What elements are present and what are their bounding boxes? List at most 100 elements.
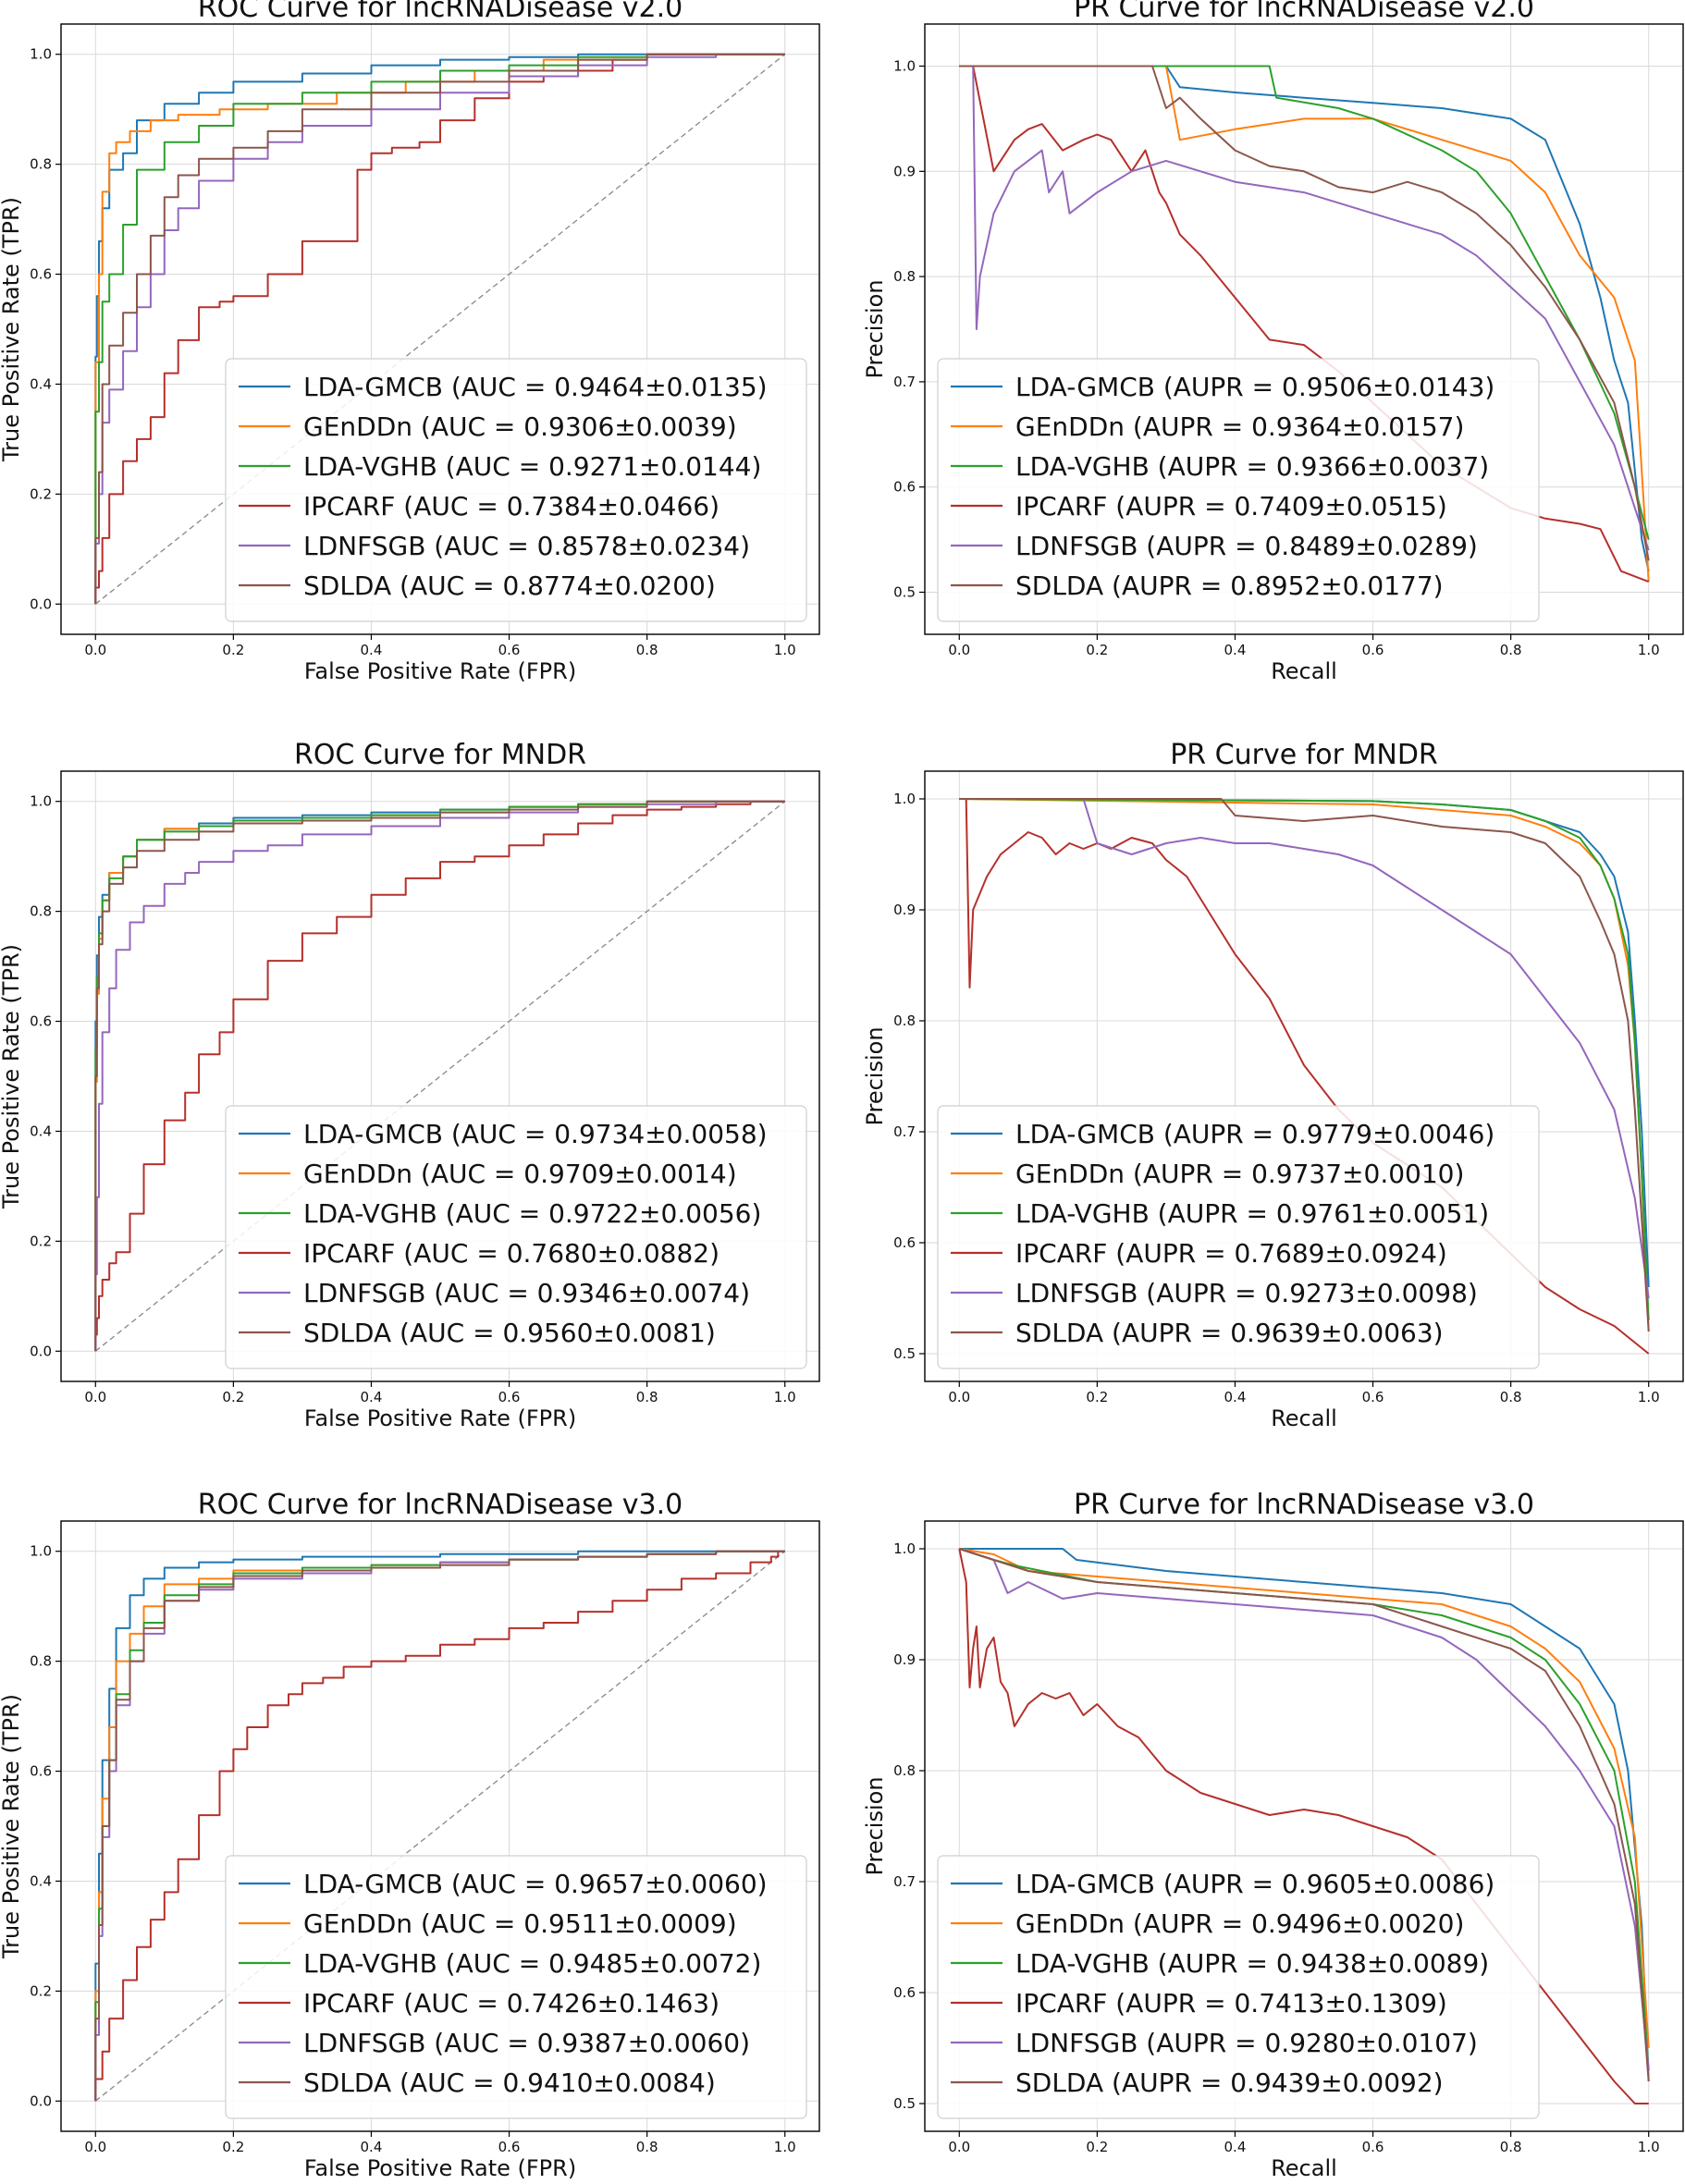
y-tick-label: 0.6	[30, 266, 52, 283]
x-tick-label: 1.0	[1638, 642, 1660, 658]
legend-box	[225, 1105, 807, 1369]
legend-label: LDA-VGHB (AUC = 0.9485±0.0072)	[303, 1948, 761, 1979]
legend-label: IPCARF (AUPR = 0.7409±0.0515)	[1015, 491, 1447, 521]
series-line-sdlda	[94, 53, 785, 605]
legend-box	[937, 1855, 1540, 2119]
x-tick-label: 1.0	[1638, 2139, 1660, 2155]
legend-label: LDA-GMCB (AUC = 0.9657±0.0060)	[303, 1869, 768, 1899]
x-tick-label: 0.0	[84, 2139, 106, 2155]
x-tick-label: 0.2	[1086, 2139, 1108, 2155]
y-axis-label: True Positive Rate (TPR)	[0, 197, 24, 462]
random-baseline	[94, 1551, 786, 2102]
x-tick-label: 0.0	[948, 642, 970, 658]
y-tick-label: 0.6	[893, 1234, 916, 1251]
y-tick-label: 0.9	[893, 1651, 916, 1668]
y-tick-label: 0.2	[30, 1233, 52, 1249]
y-tick-label: 0.2	[30, 1982, 52, 1999]
legend-label: GEnDDn (AUC = 0.9306±0.0039)	[303, 411, 737, 442]
legend-label: SDLDA (AUPR = 0.9439±0.0092)	[1015, 2067, 1444, 2098]
x-tick-label: 0.4	[361, 1389, 383, 1405]
y-axis-label: Precision	[862, 1026, 888, 1125]
plot-frame	[924, 23, 1684, 635]
x-tick-label: 0.8	[1500, 642, 1522, 658]
series-line-lda-gmcb	[94, 1550, 785, 2102]
series-line-genddn	[959, 65, 1650, 583]
x-tick-label: 0.4	[1224, 2139, 1247, 2155]
legend-label: GEnDDn (AUPR = 0.9364±0.0157)	[1015, 411, 1464, 442]
y-tick-label: 0.5	[893, 2095, 916, 2112]
legend-label: GEnDDn (AUC = 0.9709±0.0014)	[303, 1159, 737, 1189]
legend-label: LDA-VGHB (AUPR = 0.9366±0.0037)	[1015, 451, 1489, 482]
legend-label: SDLDA (AUPR = 0.9639±0.0063)	[1015, 1318, 1444, 1348]
x-tick-label: 0.6	[498, 2139, 521, 2155]
x-tick-label: 0.0	[84, 642, 106, 658]
legend-label: LDNFSGB (AUPR = 0.9280±0.0107)	[1015, 2028, 1478, 2058]
series-line-ldnfsgb	[94, 53, 785, 605]
chart-panel-6: 0.0 0.2 0.4 0.6 0.8 1.0 0.5 0.6 0.7 0.8 0.9 1.0 PR C…	[862, 1489, 1684, 2181]
y-tick-label: 0.0	[30, 1343, 52, 1359]
legend-label: LDNFSGB (AUC = 0.9387±0.0060)	[303, 2028, 750, 2058]
x-tick-label: 0.2	[222, 2139, 244, 2155]
y-tick-label: 0.8	[30, 156, 52, 173]
legend-label: SDLDA (AUC = 0.9560±0.0081)	[303, 1318, 716, 1348]
legend-label: LDA-GMCB (AUPR = 0.9605±0.0086)	[1015, 1869, 1494, 1899]
legend: LDA-GMCB (AUC = 0.9464±0.0135) GEnDDn (AU…	[225, 358, 807, 622]
y-tick-label: 0.6	[30, 1763, 52, 1780]
series-line-ipcarf	[94, 1550, 785, 2102]
legend-label: GEnDDn (AUPR = 0.9737±0.0010)	[1015, 1159, 1464, 1189]
legend-label: LDA-GMCB (AUPR = 0.9779±0.0046)	[1015, 1119, 1494, 1149]
plot-frame	[924, 1520, 1684, 2132]
legend-label: GEnDDn (AUC = 0.9511±0.0009)	[303, 1908, 737, 1939]
y-tick-label: 1.0	[893, 791, 916, 807]
legend-label: LDNFSGB (AUPR = 0.9273±0.0098)	[1015, 1278, 1478, 1308]
y-tick-label: 0.7	[893, 1873, 916, 1890]
x-tick-label: 0.8	[636, 1389, 658, 1405]
legend-label: LDA-VGHB (AUPR = 0.9438±0.0089)	[1015, 1948, 1489, 1979]
legend: LDA-GMCB (AUC = 0.9734±0.0058) GEnDDn (AU…	[225, 1105, 807, 1369]
plot-frame	[60, 1520, 820, 2132]
series-line-sdlda	[959, 65, 1650, 561]
legend-label: IPCARF (AUPR = 0.7413±0.1309)	[1015, 1988, 1447, 2018]
x-tick-label: 0.2	[1086, 642, 1108, 658]
legend-label: LDA-VGHB (AUC = 0.9722±0.0056)	[303, 1198, 761, 1229]
x-tick-label: 0.2	[1086, 1389, 1108, 1405]
y-tick-label: 0.0	[30, 595, 52, 612]
legend: LDA-GMCB (AUPR = 0.9506±0.0143) GEnDDn (A…	[937, 358, 1540, 622]
legend: LDA-GMCB (AUPR = 0.9779±0.0046) GEnDDn (A…	[937, 1105, 1540, 1369]
y-tick-label: 0.2	[30, 485, 52, 502]
y-tick-label: 1.0	[30, 46, 52, 63]
y-tick-label: 0.8	[893, 1012, 916, 1029]
legend-box	[937, 358, 1540, 622]
chart-title: PR Curve for lncRNADisease v2.0	[1074, 0, 1534, 24]
chart-title: PR Curve for MNDR	[1170, 739, 1438, 771]
legend: LDA-GMCB (AUPR = 0.9605±0.0086) GEnDDn (A…	[937, 1855, 1540, 2119]
legend: LDA-GMCB (AUC = 0.9657±0.0060) GEnDDn (AU…	[225, 1855, 807, 2119]
y-tick-label: 0.7	[893, 1123, 916, 1140]
legend-label: LDA-GMCB (AUPR = 0.9506±0.0143)	[1015, 372, 1494, 402]
series-line-lda-gmcb	[959, 1548, 1650, 2082]
x-tick-label: 0.4	[1224, 642, 1247, 658]
y-tick-label: 0.8	[893, 268, 916, 285]
legend-label: LDA-GMCB (AUC = 0.9734±0.0058)	[303, 1119, 768, 1149]
y-tick-label: 0.8	[30, 903, 52, 920]
x-axis-label: Recall	[1271, 1405, 1337, 1431]
series-line-ldnfsgb	[94, 800, 785, 1352]
series-line-sdlda	[958, 1548, 1650, 2082]
plot-frame	[924, 770, 1684, 1382]
legend-label: LDA-VGHB (AUPR = 0.9761±0.0051)	[1015, 1198, 1489, 1229]
x-tick-label: 1.0	[774, 642, 796, 658]
legend-label: SDLDA (AUC = 0.9410±0.0084)	[303, 2067, 716, 2098]
chart-panel-4: 0.0 0.2 0.4 0.6 0.8 1.0 0.5 0.6 0.7 0.8 0.9 1.0 PR C…	[862, 739, 1684, 1431]
series-line-lda-vghb	[959, 798, 1650, 1321]
x-axis-label: Recall	[1271, 658, 1337, 684]
x-tick-label: 0.6	[1362, 2139, 1384, 2155]
legend-label: IPCARF (AUPR = 0.7689±0.0924)	[1015, 1238, 1447, 1269]
chart-title: ROC Curve for lncRNADisease v2.0	[198, 0, 683, 24]
legend-label: LDA-VGHB (AUC = 0.9271±0.0144)	[303, 451, 761, 482]
legend-label: LDNFSGB (AUPR = 0.8489±0.0289)	[1015, 531, 1478, 561]
chart-panel-2: 0.0 0.2 0.4 0.6 0.8 1.0 0.5 0.6 0.7 0.8 0.9 1.0 PR C…	[862, 0, 1684, 684]
y-tick-label: 1.0	[893, 58, 916, 75]
chart-title: ROC Curve for lncRNADisease v3.0	[198, 1489, 683, 1521]
y-tick-label: 1.0	[893, 1540, 916, 1557]
